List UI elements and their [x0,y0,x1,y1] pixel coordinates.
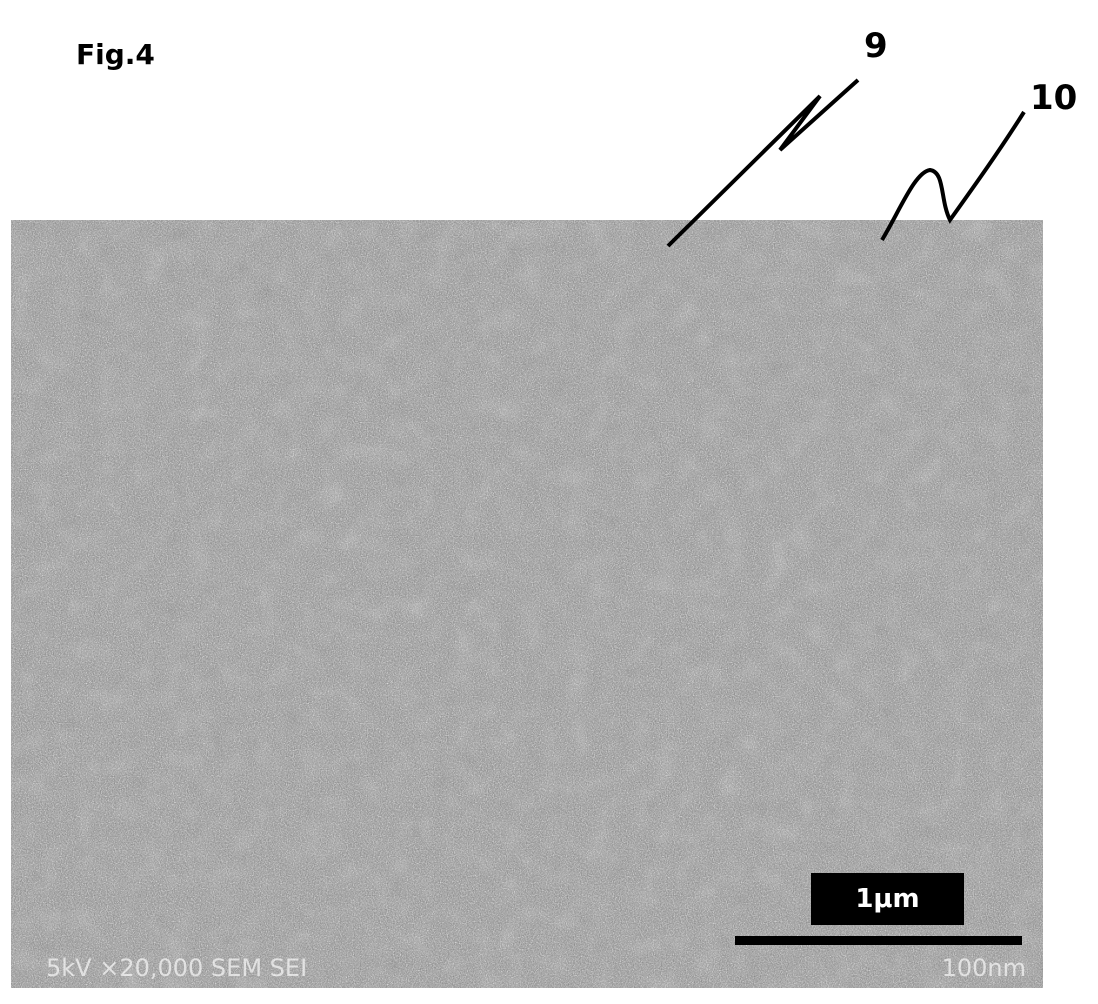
instrument-settings-text: 5kV ×20,000 SEM SEI [46,954,307,982]
reference-numeral-10: 10 [1030,78,1077,118]
instrument-info-strip: 5kV ×20,000 SEM SEI 100nm [12,952,1042,986]
figure-label: Fig.4 [76,38,155,71]
reference-numeral-9: 9 [864,26,888,66]
scale-bar-label: 1μm [811,873,964,925]
instrument-scale-text: 100nm [942,954,1026,982]
scale-bar [735,936,1022,945]
